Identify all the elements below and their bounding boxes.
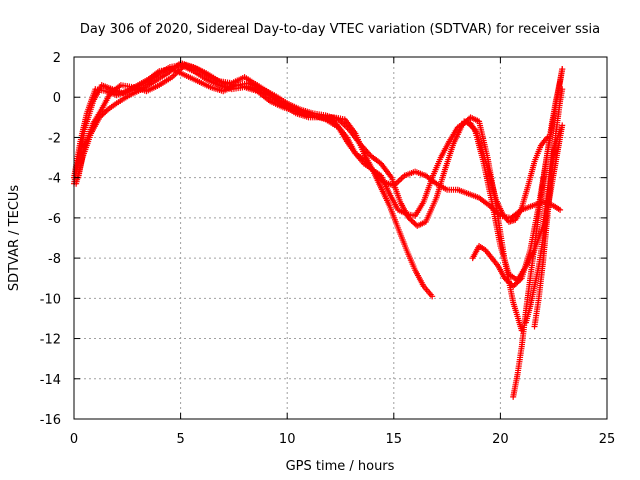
series-track-2 xyxy=(71,66,525,334)
y-tick-label: -4 xyxy=(48,172,61,187)
x-tick-label: 15 xyxy=(386,432,403,447)
y-tick-label: -12 xyxy=(40,333,61,348)
data-point xyxy=(559,122,566,129)
y-tick-label: -16 xyxy=(40,413,61,428)
axis-ticks xyxy=(73,56,608,420)
y-tick-label: -14 xyxy=(40,373,61,388)
data-point xyxy=(559,86,566,93)
data-point xyxy=(557,206,564,213)
x-tick-label: 5 xyxy=(176,432,184,447)
x-tick-label: 0 xyxy=(70,432,78,447)
y-tick-label: -10 xyxy=(40,292,61,307)
data-point xyxy=(429,293,436,300)
data-point xyxy=(559,66,566,73)
y-tick-label: -6 xyxy=(48,212,61,227)
x-tick-label: 20 xyxy=(492,432,509,447)
y-tick-label: -2 xyxy=(48,131,61,146)
x-tick-label: 25 xyxy=(599,432,616,447)
y-axis-label: SDTVAR / TECUs xyxy=(7,185,22,292)
y-tick-label: 0 xyxy=(53,91,61,106)
plot-frame xyxy=(73,56,608,420)
data-point xyxy=(544,134,551,141)
y-tick-label: -8 xyxy=(48,252,61,267)
y-tick-labels: -16 -14 -12 -10 -8 -6 -4 -2 0 2 xyxy=(40,51,61,428)
y-tick-label: 2 xyxy=(53,51,61,66)
grid-lines xyxy=(74,57,607,419)
data-points-layer xyxy=(71,60,566,400)
x-tick-label: 10 xyxy=(279,432,296,447)
x-axis-label: GPS time / hours xyxy=(286,459,395,474)
series-track-9 xyxy=(461,118,551,225)
series-track-8 xyxy=(531,86,566,330)
x-tick-labels: 0 5 10 15 20 25 xyxy=(70,432,615,447)
chart-title: Day 306 of 2020, Sidereal Day-to-day VTE… xyxy=(80,22,600,37)
